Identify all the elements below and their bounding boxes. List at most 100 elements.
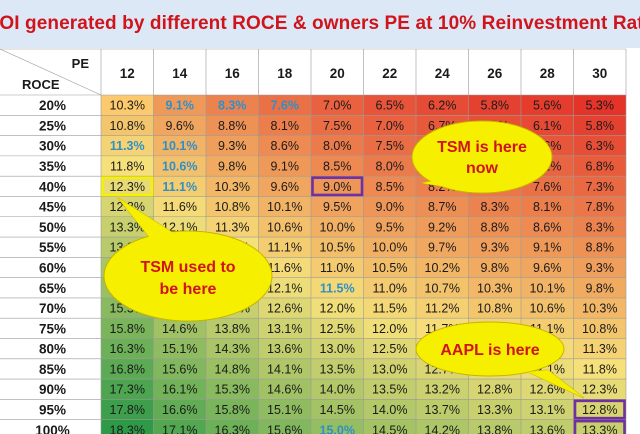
heatmap-cell [363,135,416,156]
cell-value-label: 10.8% [110,119,145,133]
heatmap-cell [416,297,469,319]
cell-value-label: 12.5% [320,322,355,336]
heatmap-cell [258,196,311,217]
cell-value-label: 8.7% [428,200,457,214]
callout-pointer-joint [528,370,584,398]
cell-value-label: 9.1% [533,241,562,255]
cell-value-label: 15.1% [267,403,302,417]
heatmap-cell [573,155,626,177]
heatmap-cell [101,419,154,434]
cell-value-label: 11.3% [215,220,250,234]
x-axis-header: PE [72,56,90,71]
heatmap-cell [311,358,364,380]
cell-value-label: 13.3% [477,403,512,417]
heatmap-cell [521,216,574,238]
heatmap-cell [521,399,574,420]
heatmap-cell [468,277,521,298]
heatmap-cell [573,297,626,319]
cell-value-label: 10.3% [477,281,512,295]
column-header-label: 30 [592,66,607,81]
cell-value-label: 8.1% [533,200,562,214]
heatmap-cell [573,399,626,420]
heatmap-cell [311,95,364,116]
cell-value-label: 10.8% [582,322,617,336]
heatmap-cell [363,379,416,400]
heatmap-cell [258,237,311,258]
cell-value-label: 10.5% [320,241,355,255]
heatmap-cell [206,338,259,359]
cell-value-label: 17.1% [162,423,197,434]
cell-value-label: 12.8% [477,383,512,397]
cell-value-label: 10.3% [110,99,145,113]
heatmap-cell [101,358,154,380]
heatmap-cell [206,419,259,434]
heatmap-cell [416,277,469,298]
heatmap-cell [468,196,521,217]
heatmap-cell [521,196,574,217]
callout-pointer-joint [422,178,460,189]
callout-bubble: TSM is here now [411,120,553,194]
cell-value-label: 13.0% [320,342,355,356]
cell-value-label: 10.5% [372,261,407,275]
heatmap-cell [311,115,364,136]
heatmap-cell [153,135,206,156]
heatmap-cell [363,237,416,258]
heatmap-cell [258,216,311,238]
cell-value-label: 7.8% [586,200,615,214]
chart-title: ROI generated by different ROCE & owners… [0,0,640,48]
cell-value-label: 10.6% [530,302,565,316]
heatmap-cell [258,135,311,156]
cell-value-label: 13.8% [215,322,250,336]
cell-value-label: 16.3% [215,423,250,434]
cell-value-label: 16.8% [110,362,145,376]
row-header-label: 90% [39,382,66,397]
heatmap-cell [311,176,364,197]
cell-value-label: 17.8% [110,403,145,417]
heatmap-cell [153,115,206,136]
cell-value-label: 9.3% [218,139,247,153]
y-axis-header: ROCE [22,77,60,92]
heatmap-cell [573,379,626,400]
heatmap-cell [468,419,521,434]
cell-value-label: 9.6% [271,180,300,194]
cell-value-label: 13.6% [530,423,565,434]
cell-value-label: 13.6% [267,342,302,356]
cell-value-label: 14.0% [372,403,407,417]
heatmap-cell [416,379,469,400]
cell-value-label: 5.8% [586,119,615,133]
cell-value-label: 10.0% [320,220,355,234]
highlight-box [573,419,626,434]
heatmap-cell [573,419,626,434]
header-background [0,49,626,95]
heatmap-cell [153,176,206,197]
heatmap-cell [363,297,416,319]
callout-pointer-joint [118,198,178,238]
column-header-label: 26 [487,66,503,81]
cell-value-label: 10.0% [372,241,407,255]
heatmap-cell [311,318,364,339]
heatmap-cell [258,338,311,359]
cell-value-label: 10.2% [425,261,460,275]
heatmap-cell [573,358,626,380]
callout-text: be here [160,281,217,298]
cell-value-label: 7.3% [586,180,615,194]
cell-value-label: 13.5% [372,383,407,397]
cell-value-label: 16.6% [162,403,197,417]
cell-value-label: 12.1% [267,281,302,295]
heatmap-cell [363,338,416,359]
heatmap-cell [153,338,206,359]
cell-value-label: 15.3% [215,383,250,397]
cell-value-label: 8.5% [376,180,405,194]
heatmap-cell [206,176,259,197]
heatmap-cell [206,95,259,116]
cell-value-label: 10.1% [530,281,565,295]
heatmap-cell [311,277,364,298]
cell-value-label: 11.0% [320,261,355,275]
heatmap-cell [416,216,469,238]
cell-value-label: 8.8% [586,241,615,255]
cell-value-label: 11.3% [110,139,145,153]
cell-value-label: 8.3% [481,200,510,214]
heatmap-cell [521,277,574,298]
highlight-box [573,399,626,420]
